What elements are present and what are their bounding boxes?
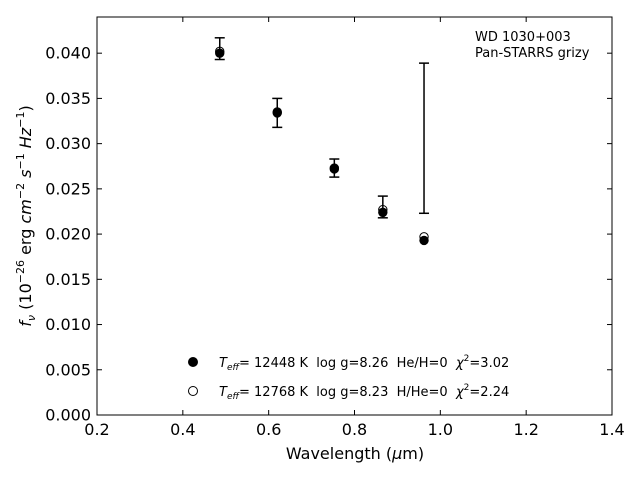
x-tick-label: 0.2 xyxy=(84,420,109,439)
model-point-open xyxy=(378,204,388,215)
legend-marker-open xyxy=(188,386,198,396)
y-tick-label: 0.030 xyxy=(45,134,91,153)
x-tick-label: 1.2 xyxy=(513,420,538,439)
y-tick-label: 0.040 xyxy=(45,44,91,63)
x-tick-label: 0.6 xyxy=(256,420,281,439)
x-tick-label: 1.4 xyxy=(599,420,624,439)
model-point-open xyxy=(419,232,429,242)
x-tick-label: 0.4 xyxy=(170,420,195,439)
x-tick-label: 1.0 xyxy=(428,420,453,439)
model-point-filled xyxy=(215,48,225,58)
legend: Teff= 12448 K log g=8.26 He/H=0 χ2=3.02 … xyxy=(188,354,509,402)
legend-entry-2: Teff= 12768 K log g=8.23 H/He=0 χ2=2.24 xyxy=(219,383,509,402)
legend-entry-1: Teff= 12448 K log g=8.26 He/H=0 χ2=3.02 xyxy=(219,354,509,373)
y-tick-label: 0.010 xyxy=(45,315,91,334)
y-tick-label: 0.005 xyxy=(45,360,91,379)
plot-layer: 0.2 0.4 0.6 0.8 1.0 1.2 1.4 0.000 0.005 0.010 0.01… xyxy=(45,17,625,439)
annotation-line-2: Pan-STARRS grizy xyxy=(475,46,590,61)
model-point-filled xyxy=(378,207,388,218)
model-point-open xyxy=(215,46,225,57)
y-tick-label: 0.025 xyxy=(45,179,91,198)
x-tick-label: 0.8 xyxy=(342,420,367,439)
plot-frame xyxy=(96,16,613,416)
legend-marker-filled xyxy=(188,357,198,367)
model-point-open xyxy=(329,163,340,173)
y-tick-label: 0.035 xyxy=(45,89,91,108)
model-point-filled xyxy=(419,235,429,246)
y-tick-label: 0.015 xyxy=(45,270,91,289)
x-axis-label: Wavelength (μm) xyxy=(286,444,424,463)
y-tick-label: 0.000 xyxy=(45,406,91,425)
annotation-line-1: WD 1030+003 xyxy=(475,30,571,45)
model-point-open xyxy=(272,107,282,117)
y-tick-label: 0.020 xyxy=(45,225,91,244)
y-axis-label: fν (10−26 erg cm−2 s−1 Hz−1) xyxy=(14,105,38,326)
